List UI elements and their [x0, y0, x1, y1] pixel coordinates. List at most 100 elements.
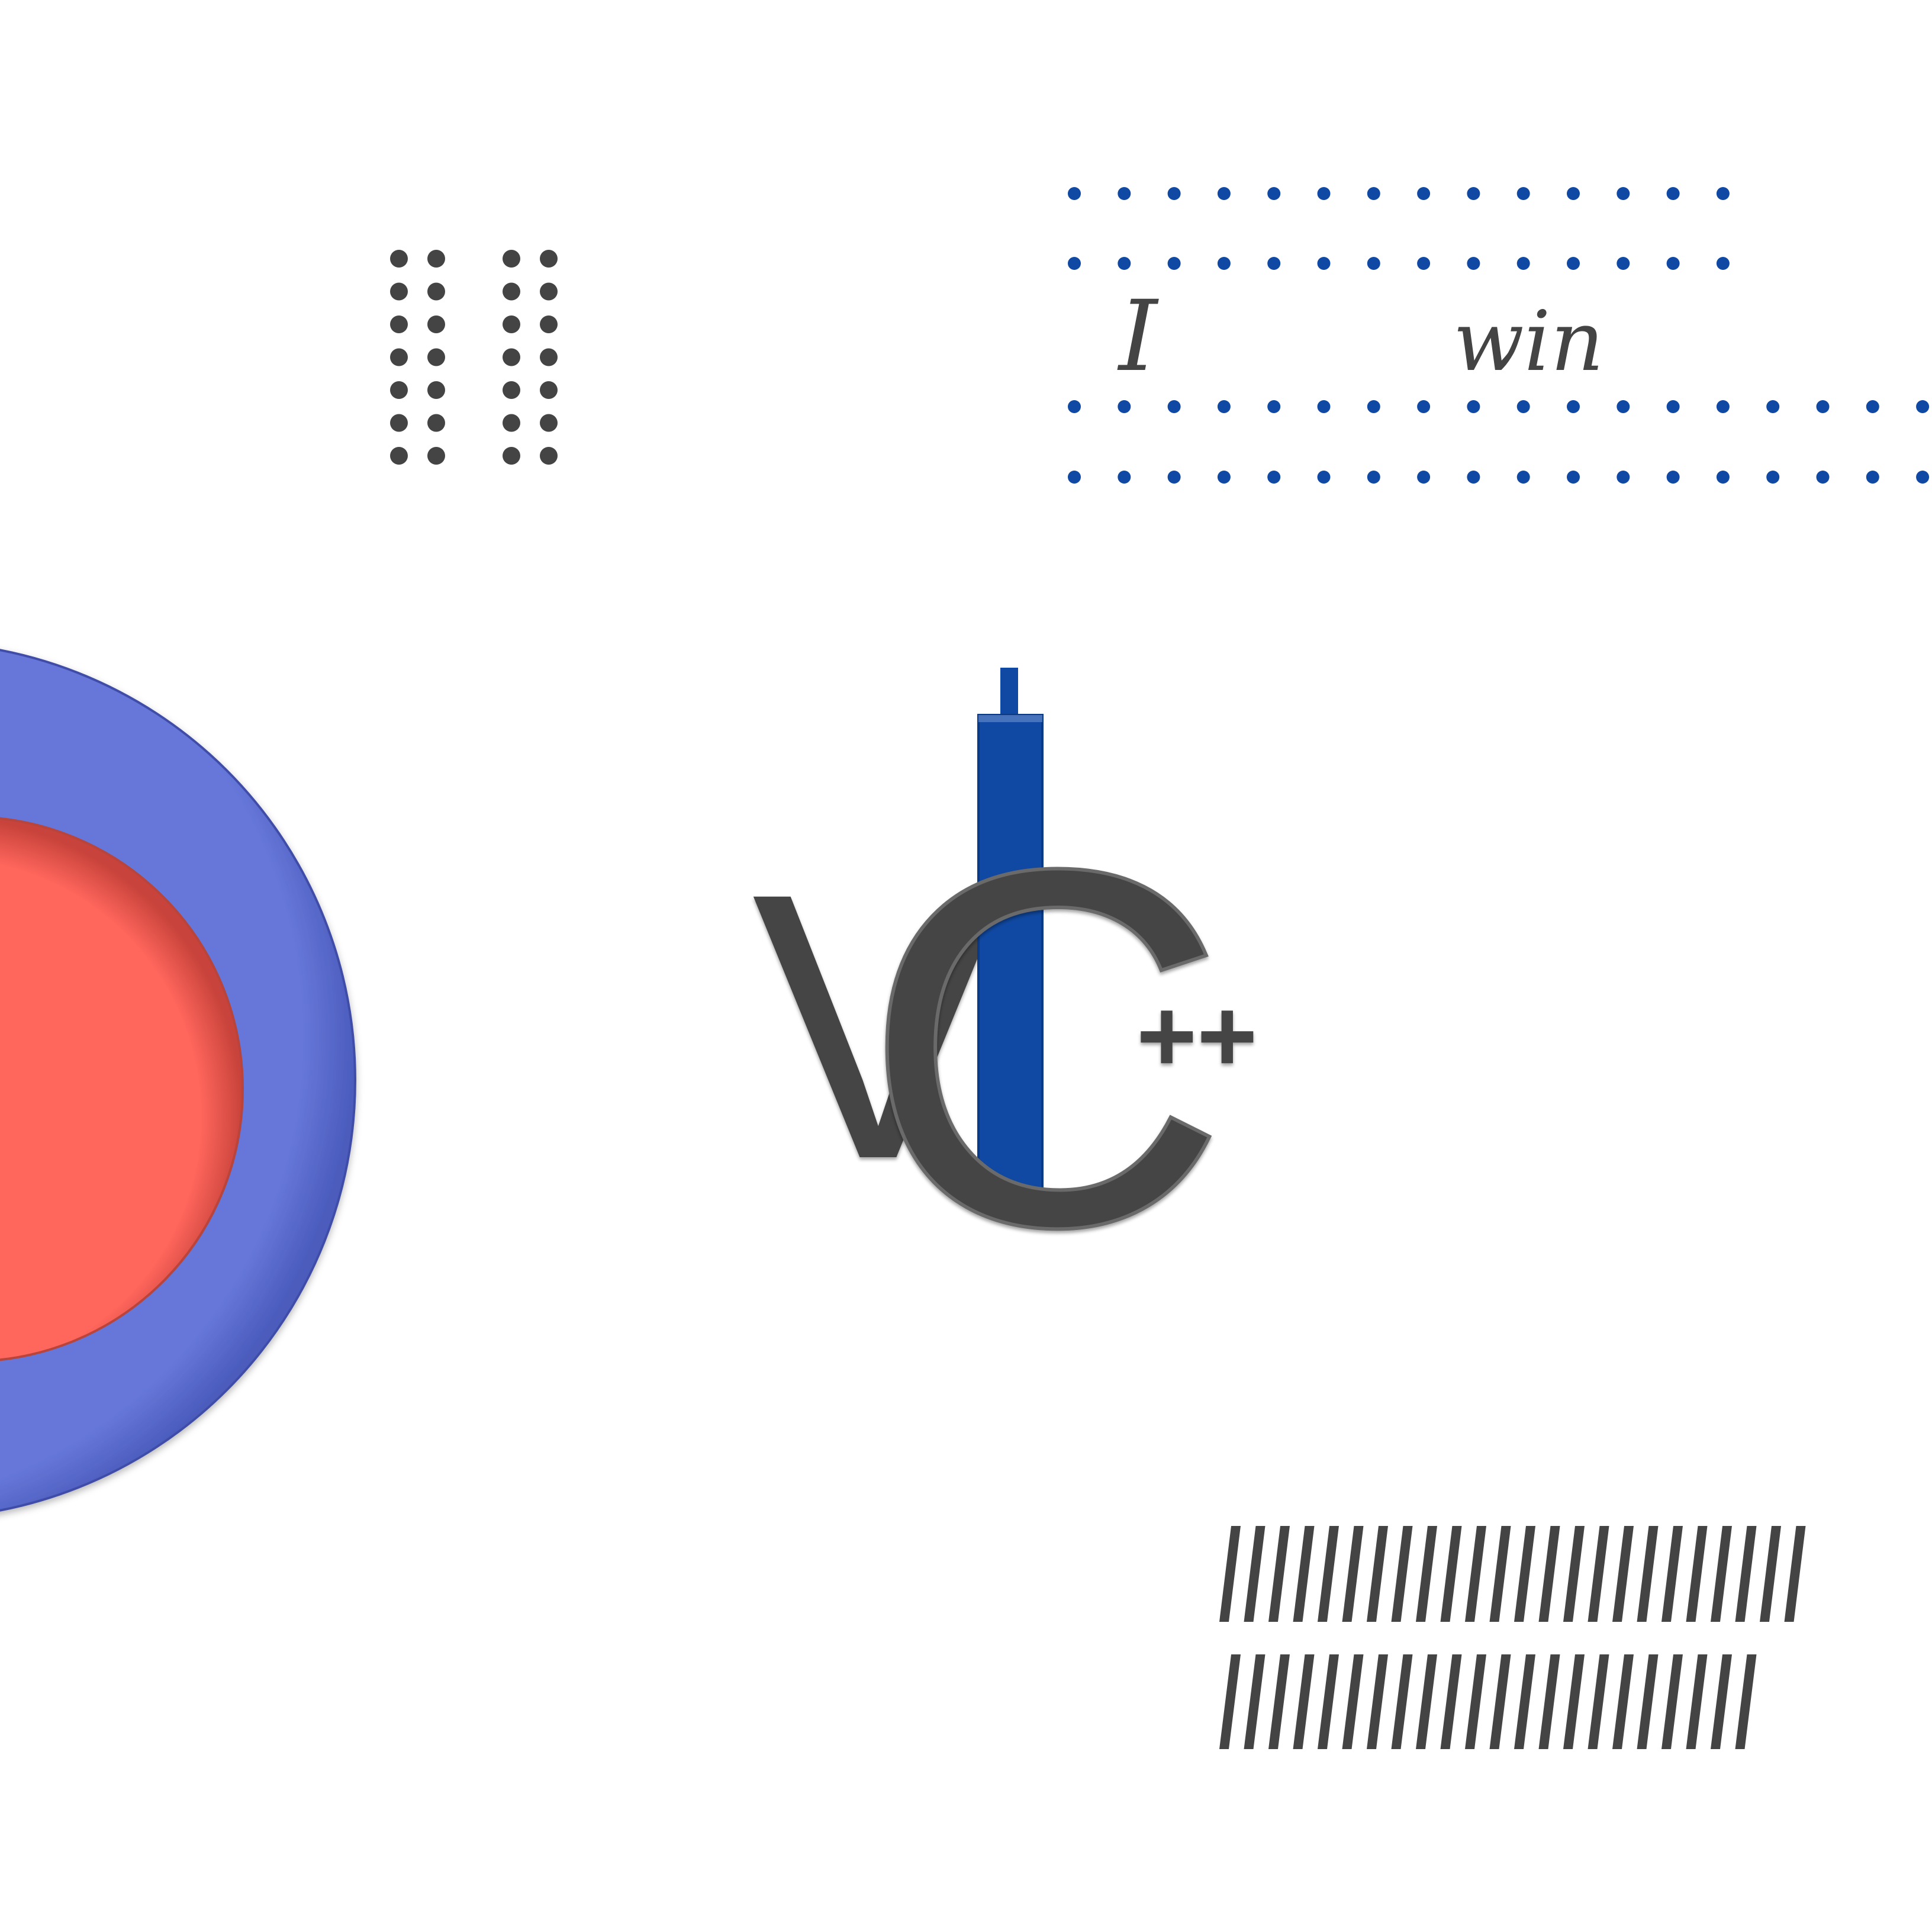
gray-dot: [540, 315, 558, 333]
blue-dot: [1068, 257, 1081, 270]
hatch-line: [1293, 1526, 1315, 1622]
blue-dot: [1118, 400, 1131, 413]
hatch-line: [1711, 1654, 1732, 1749]
blue-dot: [1217, 257, 1231, 270]
inner-circle: [0, 817, 244, 1361]
blue-dot: [1716, 471, 1730, 484]
gray-dot: [503, 250, 520, 268]
gray-dot: [390, 447, 408, 465]
blue-dot: [1118, 257, 1131, 270]
hatch-line: [1489, 1654, 1511, 1749]
blue-dot: [1766, 400, 1780, 413]
blue-dot: [1317, 400, 1331, 413]
hatch-line: [1416, 1654, 1437, 1749]
gray-dot: [540, 250, 558, 268]
gray-dot: [390, 315, 408, 333]
blue-dot: [1666, 257, 1680, 270]
gray-dot: [427, 250, 445, 268]
blue-dot: [1516, 400, 1530, 413]
blue-dot: [1417, 471, 1431, 484]
blue-dot: [1367, 471, 1380, 484]
blue-dot: [1267, 471, 1281, 484]
blue-dot: [1516, 471, 1530, 484]
hatch-line: [1661, 1654, 1683, 1749]
dots-grid-icon: [390, 250, 558, 465]
blue-dot: [1267, 187, 1281, 200]
hatch-line: [1661, 1526, 1683, 1622]
gray-dot: [427, 348, 445, 366]
hatch-line: [1391, 1654, 1413, 1749]
logo-letter-c: C: [861, 764, 1229, 1332]
hatch-line: [1318, 1654, 1339, 1749]
hatch-line: [1391, 1526, 1413, 1622]
hatch-line: [1465, 1654, 1486, 1749]
gray-dot: [427, 414, 445, 432]
hatch-line: [1244, 1526, 1266, 1622]
gray-dot: [540, 414, 558, 432]
hatch-line: [1637, 1654, 1659, 1749]
blue-dot: [1217, 187, 1231, 200]
hatch-line: [1711, 1526, 1732, 1622]
dotted-lines-icon: [1068, 187, 1930, 484]
hatch-line: [1293, 1654, 1315, 1749]
hatch-line: [1219, 1526, 1241, 1622]
gray-dot: [427, 315, 445, 333]
hatch-line: [1784, 1526, 1806, 1622]
hatch-line: [1760, 1526, 1781, 1622]
hatch-line: [1588, 1526, 1609, 1622]
blue-bar: [977, 714, 1044, 1190]
blue-dot: [1167, 471, 1181, 484]
blue-dot: [1068, 400, 1081, 413]
blue-dot: [1617, 187, 1630, 200]
hatch-line: [1489, 1526, 1511, 1622]
logo-letter-v: V: [752, 814, 1006, 1238]
gray-dot: [427, 381, 445, 399]
hatch-line: [1440, 1526, 1462, 1622]
hatch-line: [1367, 1526, 1388, 1622]
blue-dot: [1068, 187, 1081, 200]
blue-dot: [1716, 257, 1730, 270]
hatch-line: [1538, 1526, 1560, 1622]
gray-dot: [503, 315, 520, 333]
blue-dot: [1866, 471, 1879, 484]
hatch-line: [1268, 1526, 1290, 1622]
blue-dot: [1666, 471, 1680, 484]
blue-dot: [1916, 471, 1930, 484]
blue-dot: [1467, 400, 1480, 413]
blue-dot: [1167, 400, 1181, 413]
blue-dot: [1317, 471, 1331, 484]
blue-dot: [1666, 187, 1680, 200]
hatch-line: [1342, 1526, 1364, 1622]
blue-dot: [1617, 471, 1630, 484]
hatch-line: [1465, 1526, 1486, 1622]
gray-dot: [540, 348, 558, 366]
hatch-line: [1735, 1526, 1757, 1622]
blue-dot: [1516, 187, 1530, 200]
blue-dot: [1317, 187, 1331, 200]
hatch-line: [1588, 1654, 1609, 1749]
blue-dot: [1467, 187, 1480, 200]
blue-dot: [1567, 187, 1580, 200]
blue-dot: [1367, 187, 1380, 200]
blue-dot: [1367, 257, 1380, 270]
gray-dot: [540, 282, 558, 301]
blue-dot: [1417, 257, 1431, 270]
hatch-line: [1563, 1526, 1585, 1622]
blue-dot: [1467, 471, 1480, 484]
hatch-line: [1735, 1654, 1757, 1749]
blue-dot: [1167, 187, 1181, 200]
blue-dot: [1167, 257, 1181, 270]
hatch-line: [1268, 1654, 1290, 1749]
blue-dot: [1716, 400, 1730, 413]
blue-dot: [1467, 257, 1480, 270]
blue-bar-highlight: [978, 715, 1042, 722]
blue-dot: [1367, 400, 1380, 413]
hatch-line: [1440, 1654, 1462, 1749]
hatch-line: [1219, 1654, 1241, 1749]
blue-dot: [1567, 257, 1580, 270]
hatch-line: [1686, 1526, 1708, 1622]
hatch-line: [1514, 1526, 1535, 1622]
gray-dot: [390, 414, 408, 432]
gray-dot: [427, 282, 445, 301]
hatch-line: [1538, 1654, 1560, 1749]
